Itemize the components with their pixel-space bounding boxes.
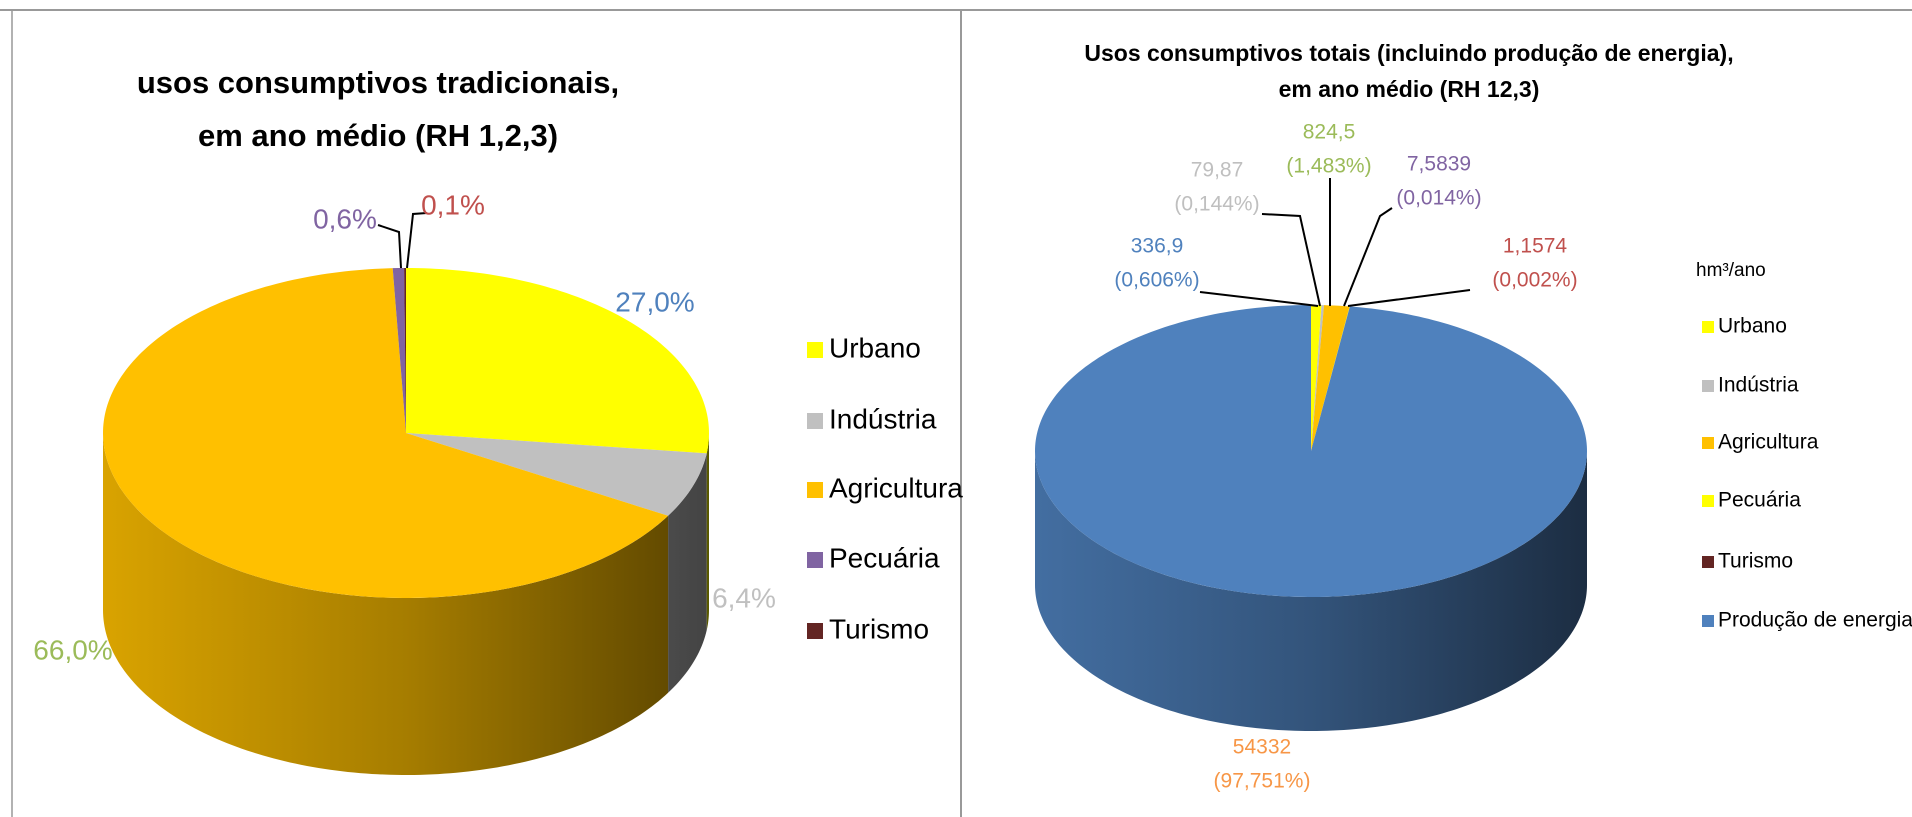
legend-label: Indústria [829,403,937,434]
legend-label: Turismo [829,613,929,644]
legend-swatch [1702,556,1714,568]
legend-swatch [807,342,823,358]
percent-label: (97,751%) [1214,770,1311,793]
leader-line [406,212,428,269]
legend-label: Indústria [1718,374,1799,397]
leader-line [1343,207,1393,307]
legend-swatch [1702,615,1714,627]
pie-side [1035,451,1587,731]
data-label: 27,0% [615,286,694,317]
pie-slice [406,268,709,454]
pie-slice [1035,305,1587,597]
legend-label: Agricultura [1718,431,1819,454]
pie-slice [1311,305,1322,451]
legend-label: Urbano [1718,315,1787,338]
legend-swatch [1702,437,1714,449]
data-label: 336,9 [1131,235,1184,258]
pie-side [668,453,707,693]
data-label: 0,6% [313,203,377,234]
percent-label: (1,483%) [1286,155,1371,178]
data-label: 66,0% [33,634,112,665]
percent-label: (0,002%) [1492,269,1577,292]
percent-label: (0,606%) [1114,269,1199,292]
data-label: 6,4% [712,582,776,613]
legend-label: Urbano [829,332,921,363]
legend-swatch [807,623,823,639]
pie-side [103,433,669,775]
pie-slice [404,268,406,433]
percent-label: (0,014%) [1396,187,1481,210]
leader-line [1347,289,1471,307]
chart-title: usos consumptivos tradicionais, [137,65,619,100]
chart-title: em ano médio (RH 1,2,3) [198,118,558,153]
pie-slice [392,268,406,433]
pie-slice [103,268,669,598]
legend-swatch [807,552,823,568]
legend-label: Pecuária [1718,489,1801,512]
pie-slice [406,433,707,516]
unit-label: hm³/ano [1696,260,1766,281]
data-label: 0,1% [421,189,485,220]
pie-slice [1311,306,1350,451]
legend-swatch [807,413,823,429]
legend-swatch [1702,321,1714,333]
pie-slice [1311,305,1350,451]
legend-swatch [807,482,823,498]
pie-slice [1311,306,1350,451]
data-label: 79,87 [1191,159,1244,182]
legend-label: Produção de energia [1718,609,1912,632]
legend-label: Turismo [1718,550,1793,573]
pie-slice [1311,305,1324,451]
data-label: 54332 [1233,736,1291,759]
legend-label: Pecuária [829,542,940,573]
leader-line [1261,213,1321,307]
data-label: 1,1574 [1503,235,1568,258]
legend-label: Agricultura [829,472,963,503]
chart-title: em ano médio (RH 12,3) [1279,76,1540,102]
chart-title: Usos consumptivos totais (incluindo prod… [1084,40,1733,66]
pie-side [706,433,709,631]
legend-swatch [1702,380,1714,392]
legend-swatch [1702,495,1714,507]
leader-line [1199,291,1319,307]
data-label: 7,5839 [1407,153,1471,176]
percent-label: (0,144%) [1174,193,1259,216]
data-label: 824,5 [1303,121,1356,144]
leader-line [377,224,402,269]
